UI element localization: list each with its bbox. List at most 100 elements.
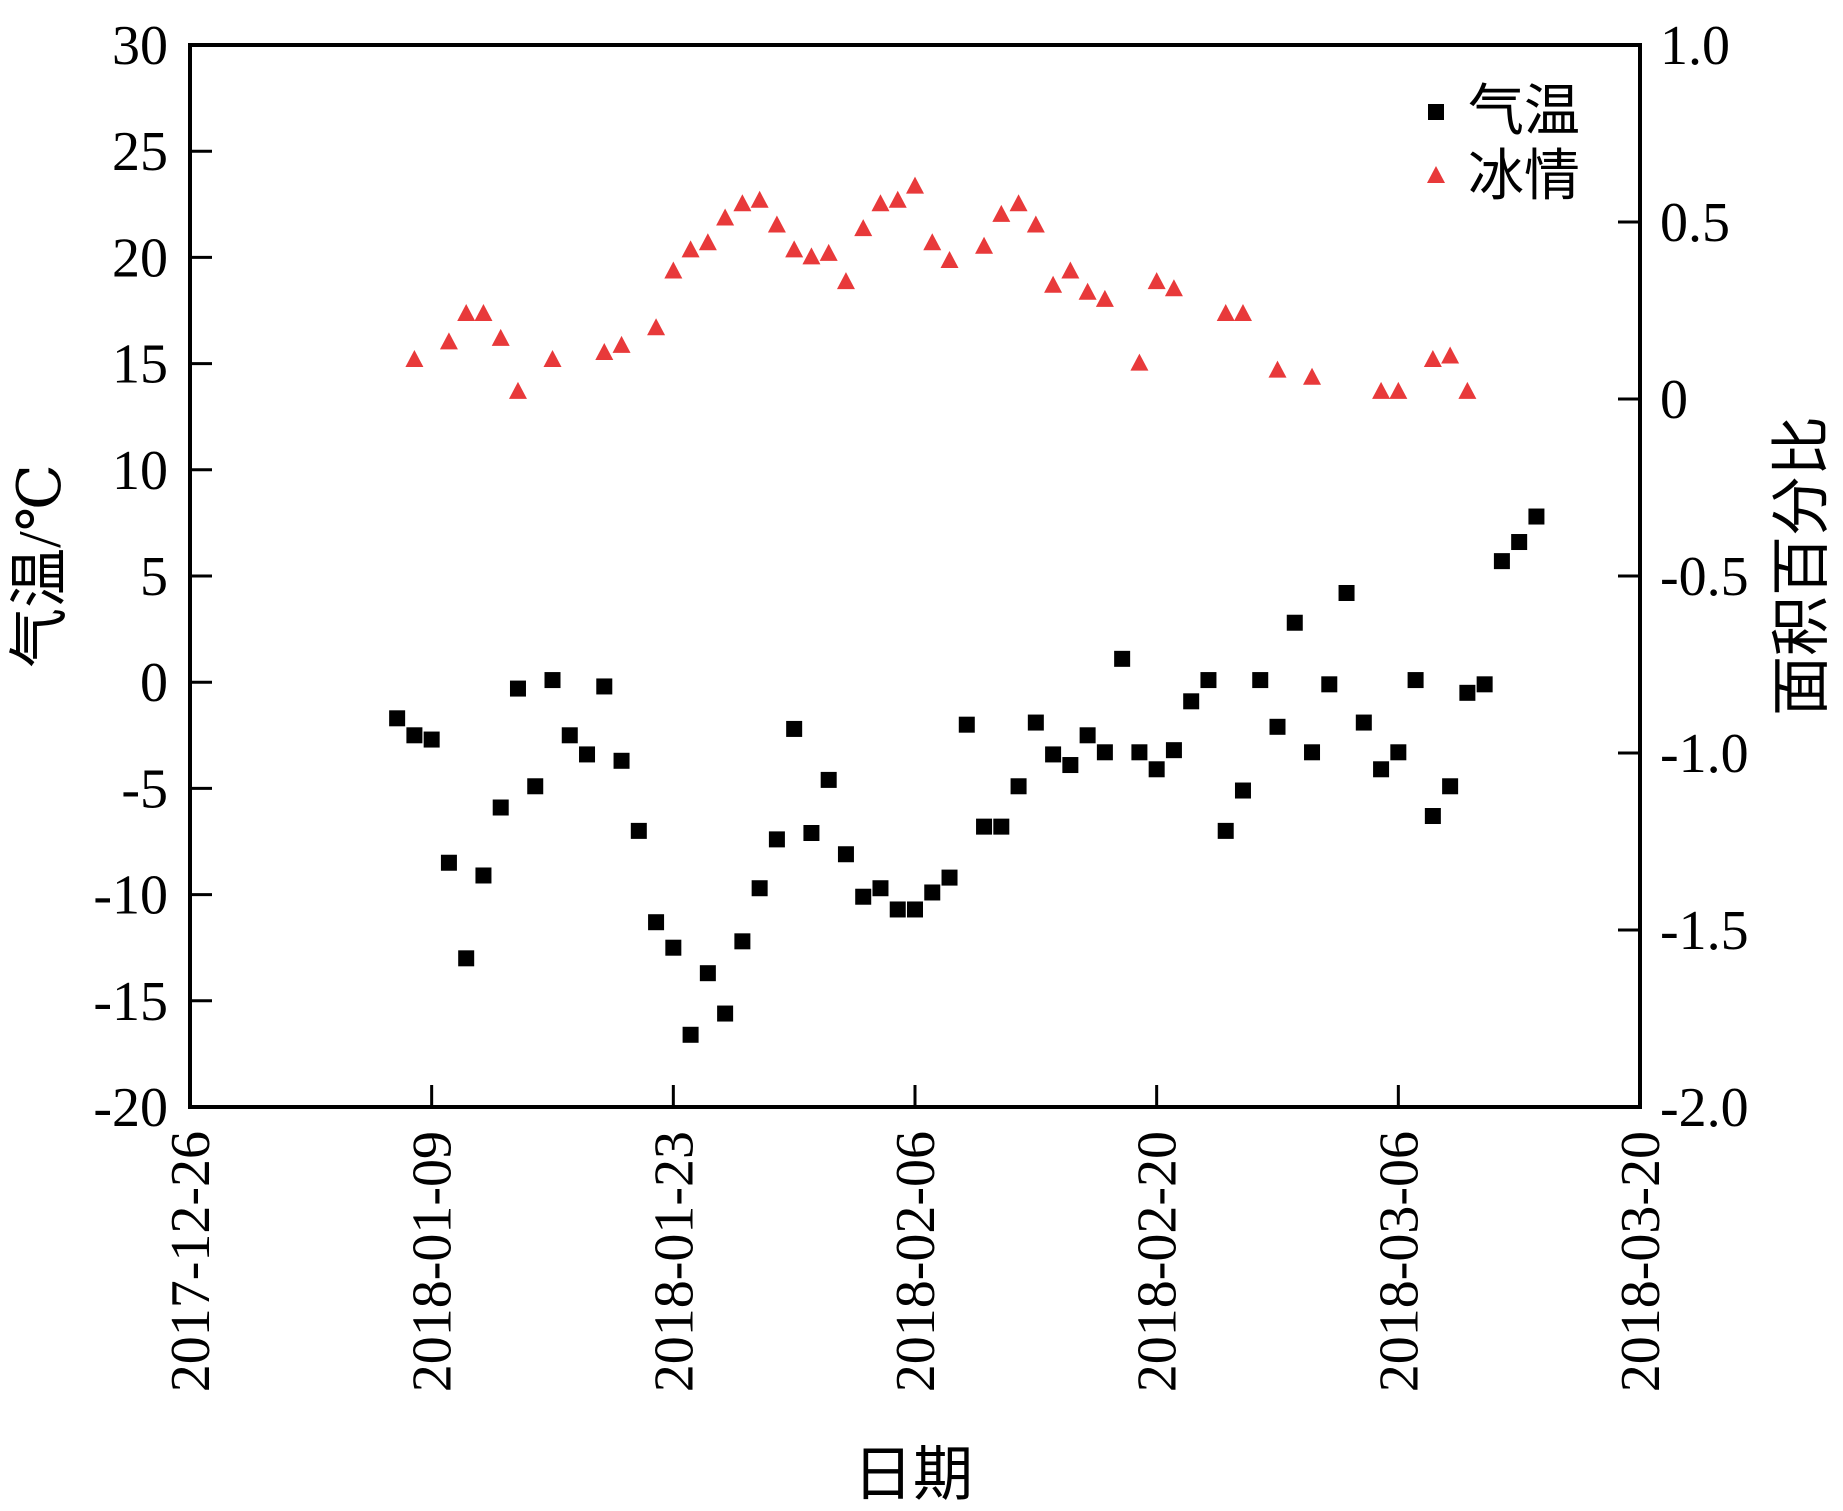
ice-point — [1216, 304, 1235, 322]
temperature-point — [786, 720, 803, 737]
ice-point — [1458, 381, 1477, 399]
temperature-point — [699, 965, 716, 982]
x-tick-label: 2017-12-26 — [160, 1131, 222, 1392]
y-left-tick-label: 30 — [112, 15, 168, 77]
ice-point — [854, 219, 873, 237]
y-right-tick-label: -2.0 — [1660, 1077, 1749, 1139]
temperature-point — [768, 831, 785, 848]
temperature-point — [1286, 614, 1303, 631]
ice-point — [1423, 350, 1442, 368]
ice-point — [1147, 272, 1166, 290]
temperature-point — [492, 799, 509, 816]
temperature-point — [872, 880, 889, 897]
temperature-point — [648, 914, 665, 931]
temperature-point — [596, 678, 613, 695]
ice-point — [491, 328, 510, 346]
temperature-point — [1407, 672, 1424, 689]
ice-point — [1095, 289, 1114, 307]
x-tick-label: 2018-02-06 — [885, 1131, 947, 1392]
temperature-point — [544, 672, 561, 689]
y-right-tick-label: 1.0 — [1660, 15, 1730, 77]
temperature-point — [924, 884, 941, 901]
temperature-point — [1096, 744, 1113, 761]
temperature-point — [665, 939, 682, 956]
y-right-tick-label: -0.5 — [1660, 546, 1749, 608]
temperature-point — [1062, 757, 1079, 774]
ice-point — [1130, 353, 1149, 371]
temperature-point — [1528, 508, 1545, 525]
y-right-tick-label: 0.5 — [1660, 192, 1730, 254]
temperature-point — [855, 888, 872, 905]
ice-point — [1061, 261, 1080, 279]
ice-point — [906, 176, 924, 194]
x-tick-label: 2018-01-09 — [402, 1131, 464, 1392]
temperature-point — [889, 901, 906, 918]
axes: -20 -15 -10 -5 0 5 10 15 20 25 30 -2.0 -1.5 -1.0 -0.5 0… — [93, 15, 1748, 1392]
temperature-point — [1027, 714, 1044, 731]
ice-point — [1389, 381, 1408, 399]
temperature-point — [1252, 672, 1269, 689]
ice-point — [785, 240, 804, 258]
ice-point — [975, 236, 994, 254]
temperature-point — [1079, 727, 1096, 744]
ice-point — [1164, 279, 1183, 297]
temperature-point — [1148, 761, 1165, 778]
temperature-point — [751, 880, 768, 897]
temperature-point — [475, 867, 492, 884]
legend: 气温 冰情 — [1427, 81, 1580, 208]
y-left-tick-label: -15 — [93, 971, 168, 1033]
temperature-point — [1476, 676, 1493, 693]
ice-point — [543, 350, 562, 368]
temperature-point — [837, 846, 854, 863]
y-left-tick-label: 5 — [140, 546, 168, 608]
y-right-tick-label: -1.0 — [1660, 723, 1749, 785]
temperature-point — [1010, 778, 1027, 795]
temperature-point — [613, 752, 630, 769]
x-tick-label: 2018-02-20 — [1127, 1131, 1189, 1392]
ice-point — [474, 304, 493, 322]
temperature-point — [993, 818, 1010, 835]
ice-point — [940, 250, 959, 268]
ice-point — [733, 194, 752, 212]
y-right-tick-label: 0 — [1660, 369, 1688, 431]
temperature-point — [941, 869, 958, 886]
temperature-point — [1165, 742, 1182, 759]
legend-label-ice: 冰情 — [1468, 146, 1580, 208]
y-left-tick-label: 25 — [112, 121, 168, 183]
temperature-point — [1114, 650, 1131, 667]
ice-point — [612, 335, 631, 353]
temperature-point — [527, 778, 544, 795]
temperature-point — [958, 716, 975, 733]
temperature-point — [803, 825, 820, 842]
temperature-point — [1338, 584, 1355, 601]
temperature-point — [1424, 808, 1441, 825]
temperature-point — [561, 727, 578, 744]
temperature-point — [1234, 782, 1251, 799]
ice-point — [992, 204, 1011, 222]
y-axis-title-left: 气温/℃ — [7, 464, 73, 668]
legend-label-temperature: 气温 — [1468, 81, 1580, 143]
x-tick-label: 2018-03-20 — [1610, 1131, 1672, 1392]
temperature-point — [682, 1026, 699, 1043]
ice-point — [1372, 381, 1391, 399]
y-left-tick-label: 15 — [112, 334, 168, 396]
plot-area — [188, 43, 1642, 1109]
temperature-point — [1269, 718, 1286, 735]
y-left-tick-label: -5 — [121, 758, 168, 820]
ice-point — [457, 304, 476, 322]
temperature-point — [1390, 744, 1407, 761]
temperature-point — [717, 1005, 734, 1022]
ice-point — [923, 233, 942, 251]
temperature-point — [1459, 684, 1476, 701]
temperature-point — [458, 950, 475, 967]
temperature-point — [406, 727, 423, 744]
temperature-point — [1045, 746, 1062, 763]
ice-point — [1026, 215, 1045, 233]
ice-point — [1009, 194, 1028, 212]
temperature-point — [1493, 553, 1510, 570]
temperature-point — [579, 746, 596, 763]
ice-point — [716, 208, 735, 226]
ice-point — [439, 332, 458, 350]
temperature-point — [630, 822, 647, 839]
